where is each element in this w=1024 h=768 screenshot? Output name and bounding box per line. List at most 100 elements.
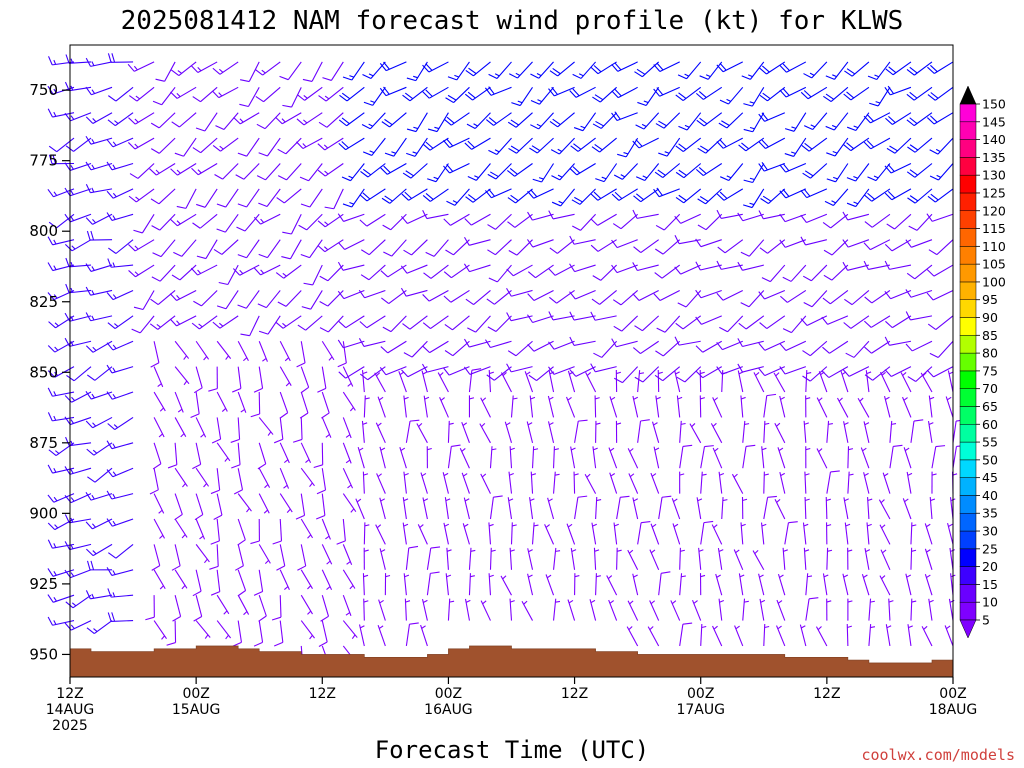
wind-barb [758, 161, 785, 172]
wind-barb [805, 573, 813, 596]
wind-barb [574, 573, 580, 596]
wind-barb [627, 600, 639, 621]
wind-barb [927, 188, 954, 203]
wind-barb [485, 188, 512, 199]
wind-barb [634, 315, 660, 332]
wind-barb [926, 289, 954, 301]
credit-link[interactable]: coolwx.com/models [861, 746, 1015, 764]
wind-barb [591, 290, 617, 305]
wind-barb [924, 523, 933, 545]
colorbar-bin [959, 601, 977, 621]
wind-barb [844, 522, 851, 545]
wind-barb [802, 340, 828, 357]
wind-barb [906, 264, 933, 280]
wind-barb [825, 496, 831, 520]
wind-barb [211, 86, 239, 99]
wind-barb [548, 370, 555, 393]
wind-barb [417, 524, 428, 545]
wind-barb [279, 569, 290, 591]
wind-barb [884, 188, 912, 201]
wind-barb [590, 188, 617, 201]
wind-barb [302, 61, 323, 82]
wind-barb [753, 371, 765, 393]
wind-barb [632, 395, 639, 418]
wind-barb [149, 468, 159, 495]
wind-barb [552, 471, 560, 494]
wind-barb [129, 163, 155, 179]
wind-barb [317, 239, 344, 253]
wind-barb [279, 366, 292, 387]
wind-barb [637, 521, 651, 545]
wind-barb [867, 497, 873, 520]
wind-barb [672, 523, 681, 545]
wind-barb [822, 213, 849, 229]
wind-barb [447, 598, 455, 621]
wind-barb [378, 599, 386, 621]
wind-barb [273, 620, 284, 647]
wind-barb [299, 391, 309, 419]
wind-barb [573, 112, 597, 132]
wind-barb [779, 213, 807, 223]
wind-barb [738, 573, 745, 596]
wind-barb [712, 625, 723, 647]
wind-barb [679, 547, 685, 570]
wind-barb [573, 471, 579, 494]
wind-barb [276, 544, 286, 571]
wind-barb [480, 473, 491, 494]
wind-barb [282, 87, 302, 108]
wind-barb [85, 57, 113, 67]
wind-barb [637, 370, 645, 393]
wind-barb [85, 112, 113, 124]
wind-barb [886, 137, 912, 154]
wind-barb [679, 573, 686, 596]
wind-barb [651, 421, 660, 443]
wind-barb [653, 61, 680, 73]
wind-barb [379, 548, 386, 570]
colorbar-bin [959, 477, 977, 496]
wind-barb [566, 523, 576, 545]
wind-barb [447, 61, 470, 81]
wind-barb [402, 163, 428, 179]
wind-barb [530, 61, 554, 79]
wind-barb [760, 188, 786, 205]
wind-barb [695, 289, 722, 299]
wind-barb [528, 366, 554, 382]
wind-barb [799, 624, 807, 647]
wind-barb [758, 112, 786, 122]
y-axis: 750 775 800 825 850 875 900 925 950 [29, 81, 70, 663]
wind-barb [823, 264, 849, 281]
wind-barb [674, 213, 701, 224]
wind-barb [233, 112, 260, 125]
wind-barb [822, 290, 849, 305]
wind-barb [153, 493, 165, 514]
wind-barb [362, 471, 369, 494]
wind-barb [584, 473, 597, 494]
wind-barb [213, 493, 223, 520]
wind-barb [64, 514, 92, 524]
wind-barb [612, 290, 639, 306]
wind-barb [527, 188, 554, 199]
wind-barb [712, 447, 723, 469]
wind-barb [906, 471, 913, 494]
wind-barb [464, 598, 471, 621]
wind-barb [488, 573, 494, 596]
wind-barb [64, 416, 92, 426]
wind-barb [863, 472, 870, 494]
wind-barb [944, 625, 954, 647]
wind-barb [763, 393, 777, 418]
wind-barb [863, 239, 891, 251]
wind-barb [774, 422, 786, 444]
wind-barb [506, 264, 533, 277]
wind-barb [927, 421, 934, 443]
wind-barb [127, 61, 155, 72]
wind-barb [929, 137, 954, 155]
wind-barb [869, 87, 891, 107]
wind-barb [737, 338, 764, 348]
wind-barb [569, 336, 596, 346]
wind-barb [679, 471, 685, 494]
colorbar-bin [959, 103, 977, 123]
wind-barb [615, 370, 622, 393]
wind-barb [446, 547, 452, 570]
wind-barb [400, 213, 428, 224]
wind-barb [489, 446, 497, 469]
